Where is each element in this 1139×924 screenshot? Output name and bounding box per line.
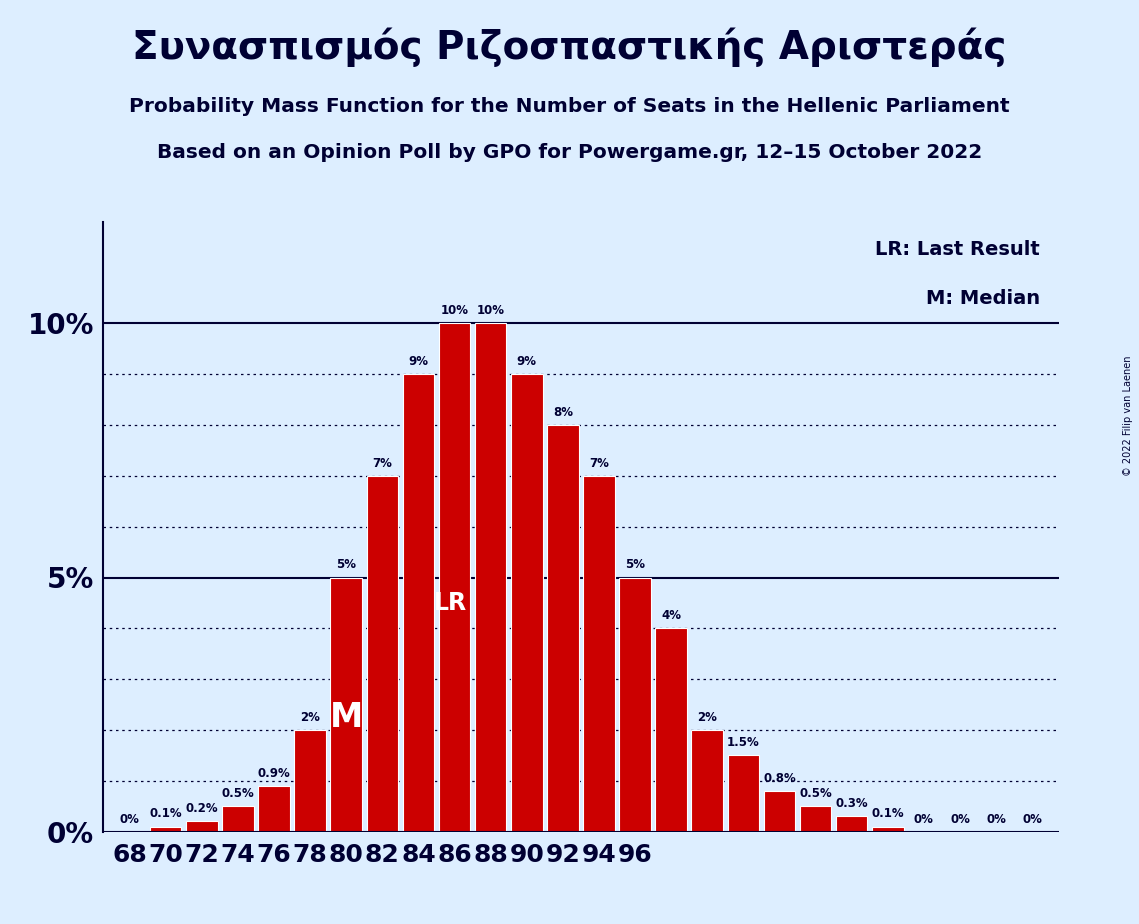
Bar: [583, 476, 615, 832]
Text: 0%: 0%: [950, 812, 970, 825]
Bar: [259, 785, 289, 832]
Text: 0.1%: 0.1%: [149, 808, 182, 821]
Bar: [330, 578, 362, 832]
Text: 2%: 2%: [301, 711, 320, 723]
Text: 1.5%: 1.5%: [727, 736, 760, 749]
Text: 8%: 8%: [552, 406, 573, 419]
Text: Probability Mass Function for the Number of Seats in the Hellenic Parliament: Probability Mass Function for the Number…: [129, 97, 1010, 116]
Bar: [763, 791, 795, 832]
Text: Based on an Opinion Poll by GPO for Powergame.gr, 12–15 October 2022: Based on an Opinion Poll by GPO for Powe…: [157, 143, 982, 163]
Bar: [402, 374, 434, 832]
Text: 0.3%: 0.3%: [835, 797, 868, 810]
Text: 5%: 5%: [625, 558, 645, 571]
Text: Συνασπισμός Ριζοσπαστικής Αριστεράς: Συνασπισμός Ριζοσπαστικής Αριστεράς: [132, 28, 1007, 67]
Bar: [150, 827, 181, 832]
Bar: [475, 323, 507, 832]
Text: 2%: 2%: [697, 711, 718, 723]
Text: 5%: 5%: [336, 558, 357, 571]
Text: 0.5%: 0.5%: [800, 787, 831, 800]
Bar: [728, 756, 760, 832]
Bar: [547, 425, 579, 832]
Text: 0.9%: 0.9%: [257, 767, 290, 780]
Bar: [836, 817, 868, 832]
Text: M: M: [329, 700, 363, 734]
Text: 10%: 10%: [441, 304, 468, 317]
Text: © 2022 Filip van Laenen: © 2022 Filip van Laenen: [1123, 356, 1133, 476]
Text: LR: LR: [434, 591, 467, 614]
Text: 0.2%: 0.2%: [186, 802, 218, 815]
Bar: [439, 323, 470, 832]
Text: 7%: 7%: [589, 456, 609, 469]
Bar: [872, 827, 903, 832]
Bar: [800, 806, 831, 832]
Text: 9%: 9%: [409, 355, 428, 368]
Bar: [691, 730, 723, 832]
Text: 0.8%: 0.8%: [763, 772, 796, 784]
Text: 0.1%: 0.1%: [871, 808, 904, 821]
Bar: [655, 628, 687, 832]
Text: 0%: 0%: [120, 812, 139, 825]
Text: 0.5%: 0.5%: [221, 787, 254, 800]
Text: 10%: 10%: [476, 304, 505, 317]
Bar: [620, 578, 650, 832]
Bar: [511, 374, 542, 832]
Text: M: Median: M: Median: [926, 289, 1040, 308]
Bar: [222, 806, 254, 832]
Text: 0%: 0%: [913, 812, 934, 825]
Text: 9%: 9%: [517, 355, 536, 368]
Text: 0%: 0%: [1023, 812, 1042, 825]
Text: LR: Last Result: LR: Last Result: [876, 240, 1040, 259]
Text: 4%: 4%: [661, 609, 681, 622]
Text: 7%: 7%: [372, 456, 392, 469]
Bar: [367, 476, 399, 832]
Bar: [294, 730, 326, 832]
Text: 0%: 0%: [986, 812, 1006, 825]
Bar: [186, 821, 218, 832]
